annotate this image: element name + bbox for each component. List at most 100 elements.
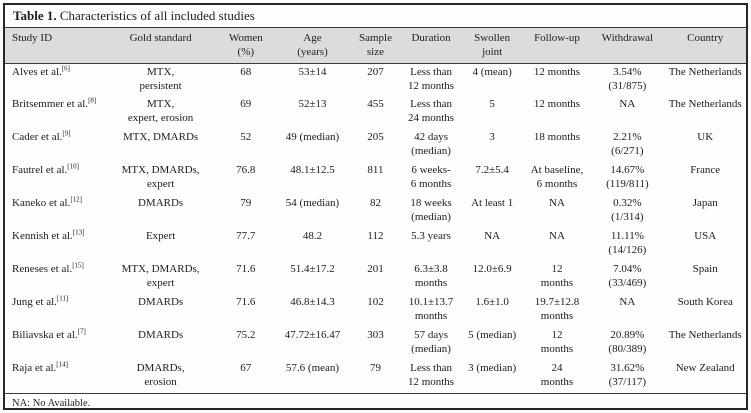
cell-sample-size: 82 (369, 197, 381, 210)
cell-women-pct: 76.8 (236, 164, 256, 177)
column-header-gold-standard: Gold standard (105, 27, 217, 64)
cell-sample-size: 79 (369, 362, 381, 375)
table-title: Table 1. Characteristics of all included… (5, 5, 746, 28)
cell-follow-up: NA (549, 197, 565, 210)
cell-gold-standard: DMARDs, erosion (136, 362, 185, 389)
study-name: Britsemmer et al. (12, 98, 89, 111)
cell-follow-up: 24 months (540, 362, 574, 389)
table-footnote: NA: No Available. (5, 393, 746, 408)
cell-study-id: Cader et al.[9] (5, 129, 105, 162)
reference-superscript: [8] (88, 96, 97, 105)
cell-study-id: Jung et al.[11] (5, 294, 105, 327)
column-header-sample-size: Sample size (349, 27, 402, 64)
cell-age: 49 (median) (285, 131, 340, 144)
cell-duration: 6 weeks- 6 months (410, 164, 452, 191)
cell-women-pct: 67 (240, 362, 252, 375)
cell-study-id: Reneses et al.[15] (5, 261, 105, 294)
reference-superscript: [6] (61, 64, 70, 73)
cell-follow-up: 12 months (533, 65, 581, 78)
study-name: Alves et al. (12, 65, 62, 78)
table-row: Reneses et al.[15] MTX, DMARDs, expert 71… (5, 261, 746, 294)
reference-superscript: [11] (56, 294, 69, 303)
study-name: Kennish et al. (12, 230, 73, 243)
reference-superscript: [12] (70, 195, 83, 204)
table-header: Study ID Gold standard Women (%) Age (ye… (5, 27, 746, 64)
cell-age: 51.4±17.2 (290, 263, 335, 276)
cell-study-id: Alves et al.[6] (5, 63, 105, 96)
cell-age: 53±14 (298, 65, 327, 78)
cell-country: South Korea (677, 296, 733, 309)
study-name: Biliavska et al. (12, 329, 78, 342)
cell-swollen-joint: 12.0±6.9 (472, 263, 512, 276)
column-header-country: Country (664, 27, 746, 64)
cell-women-pct: 69 (240, 98, 252, 111)
cell-swollen-joint: 4 (mean) (472, 65, 512, 78)
cell-women-pct: 52 (240, 131, 252, 144)
cell-women-pct: 75.2 (236, 329, 256, 342)
column-header-women-pct: Women (%) (216, 27, 276, 64)
cell-duration: 42 days (median) (411, 131, 451, 158)
cell-follow-up: At baseline, 6 months (530, 164, 584, 191)
column-header-withdrawal: Withdrawal (590, 27, 665, 64)
cell-duration: 10.1±13.7 months (408, 296, 454, 323)
cell-duration: Less than 24 months (407, 98, 455, 125)
table-number-label: Table 1. (13, 8, 57, 23)
cell-sample-size: 201 (367, 263, 384, 276)
cell-withdrawal: 7.04% (33/469) (608, 263, 647, 290)
table-body: Alves et al.[6] MTX, persistent 68 53±14 20… (5, 63, 746, 393)
column-header-duration: Duration (401, 27, 461, 64)
cell-gold-standard: MTX, persistent (139, 65, 182, 92)
cell-age: 57.6 (mean) (285, 362, 340, 375)
cell-duration: 6.3±3.8 months (414, 263, 448, 290)
study-name: Cader et al. (12, 131, 63, 144)
cell-country: Spain (692, 263, 718, 276)
table-row: Raja et al.[14] DMARDs, erosion 67 57.6 (m… (5, 360, 746, 393)
cell-withdrawal: 14.67% (119/811) (606, 164, 649, 191)
cell-withdrawal: NA (619, 98, 636, 111)
cell-gold-standard: MTX, DMARDs, expert (121, 263, 200, 290)
cell-women-pct: 77.7 (236, 230, 256, 243)
reference-superscript: [15] (72, 261, 84, 270)
cell-withdrawal: 0.32% (1/314) (611, 197, 644, 224)
study-name: Raja et al. (12, 362, 57, 375)
cell-swollen-joint: 3 (median) (468, 362, 517, 375)
cell-gold-standard: MTX, DMARDs (123, 131, 199, 144)
cell-gold-standard: MTX, DMARDs, expert (121, 164, 200, 191)
cell-withdrawal: 3.54% (31/875) (608, 65, 647, 92)
table-row: Kennish et al.[13] Expert 77.7 48.2 112 5.3 … (5, 228, 746, 261)
cell-study-id: Raja et al.[14] (5, 360, 105, 393)
cell-women-pct: 71.6 (236, 296, 256, 309)
cell-swollen-joint: 1.6±1.0 (475, 296, 509, 309)
cell-withdrawal: 2.21% (6/271) (611, 131, 644, 158)
cell-sample-size: 455 (367, 98, 384, 111)
column-header-follow-up: Follow-up (523, 27, 591, 64)
cell-country: The Netherlands (668, 329, 742, 342)
column-header-age: Age (years) (275, 27, 350, 64)
table-row: Cader et al.[9] MTX, DMARDs 52 49 (median)… (5, 129, 746, 162)
cell-sample-size: 811 (367, 164, 384, 177)
cell-follow-up: 19.7±12.8 months (534, 296, 580, 323)
cell-duration: 57 days (median) (411, 329, 451, 356)
cell-duration: 18 weeks (median) (410, 197, 452, 224)
cell-gold-standard: Expert (145, 230, 176, 243)
table-row: Jung et al.[11] DMARDs 71.6 46.8±14.3 102 10… (5, 294, 746, 327)
studies-table: Study ID Gold standard Women (%) Age (ye… (5, 27, 746, 394)
cell-withdrawal: 11.11% (14/126) (608, 230, 647, 257)
cell-sample-size: 102 (367, 296, 384, 309)
table-frame: Table 1. Characteristics of all included… (3, 3, 748, 410)
table-row: Fautrel et al.[10] MTX, DMARDs, expert 76… (5, 162, 746, 195)
cell-age: 52±13 (298, 98, 327, 111)
cell-study-id: Biliavska et al.[7] (5, 327, 105, 360)
cell-country: The Netherlands (668, 98, 742, 111)
cell-swollen-joint: 3 (489, 131, 495, 144)
table-row: Alves et al.[6] MTX, persistent 68 53±14 20… (5, 63, 746, 96)
cell-women-pct: 68 (240, 65, 252, 78)
cell-withdrawal: NA (619, 296, 636, 309)
cell-duration: Less than 12 months (407, 362, 455, 389)
cell-withdrawal: 20.89% (80/389) (608, 329, 647, 356)
cell-swollen-joint: At least 1 (471, 197, 514, 210)
cell-swollen-joint: 5 (489, 98, 495, 111)
cell-age: 48.1±12.5 (290, 164, 335, 177)
cell-swollen-joint: 7.2±5.4 (475, 164, 509, 177)
cell-country: France (690, 164, 721, 177)
